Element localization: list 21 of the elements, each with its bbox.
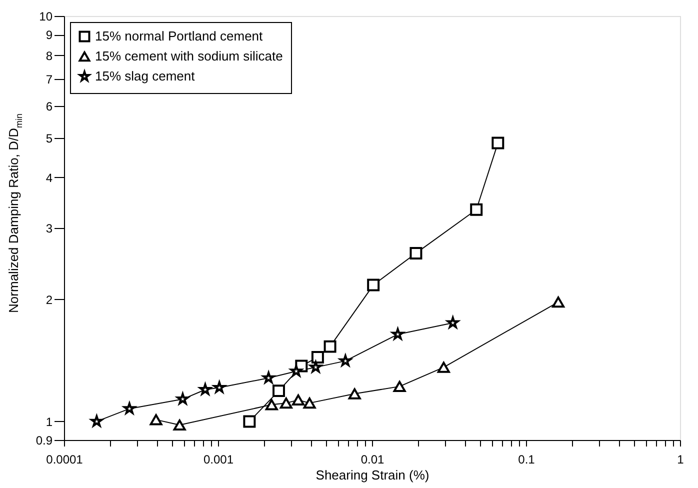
x-tick-label: 0.0001 xyxy=(46,452,84,466)
legend-label: 15% slag cement xyxy=(95,68,196,84)
x-tick-label: 0.1 xyxy=(518,452,536,466)
y-tick-label: 4 xyxy=(46,170,53,185)
y-tick-label: 9 xyxy=(46,28,53,42)
y-tick-label: 10 xyxy=(39,10,53,24)
legend-label: 15% cement with sodium silicate xyxy=(95,48,283,64)
y-tick-label: 3 xyxy=(46,222,53,236)
x-tick-label: 0.01 xyxy=(360,452,384,466)
y-tick-label: 0.9 xyxy=(36,434,53,448)
y-tick-label: 2 xyxy=(46,292,53,307)
y-tick-label: 1 xyxy=(46,414,53,429)
y-tick-label: 7 xyxy=(46,72,53,86)
y-axis-title: Normalized Damping Ratio, D/Dmin xyxy=(6,113,24,313)
x-tick-label: 1 xyxy=(677,452,684,466)
x-tick-label: 0.001 xyxy=(203,452,234,466)
y-tick-label: 6 xyxy=(46,99,53,114)
y-tick-label: 8 xyxy=(46,48,53,63)
x-axis-title: Shearing Strain (%) xyxy=(316,468,430,482)
legend-label: 15% normal Portland cement xyxy=(95,28,264,44)
y-tick-label: 5 xyxy=(46,132,53,146)
